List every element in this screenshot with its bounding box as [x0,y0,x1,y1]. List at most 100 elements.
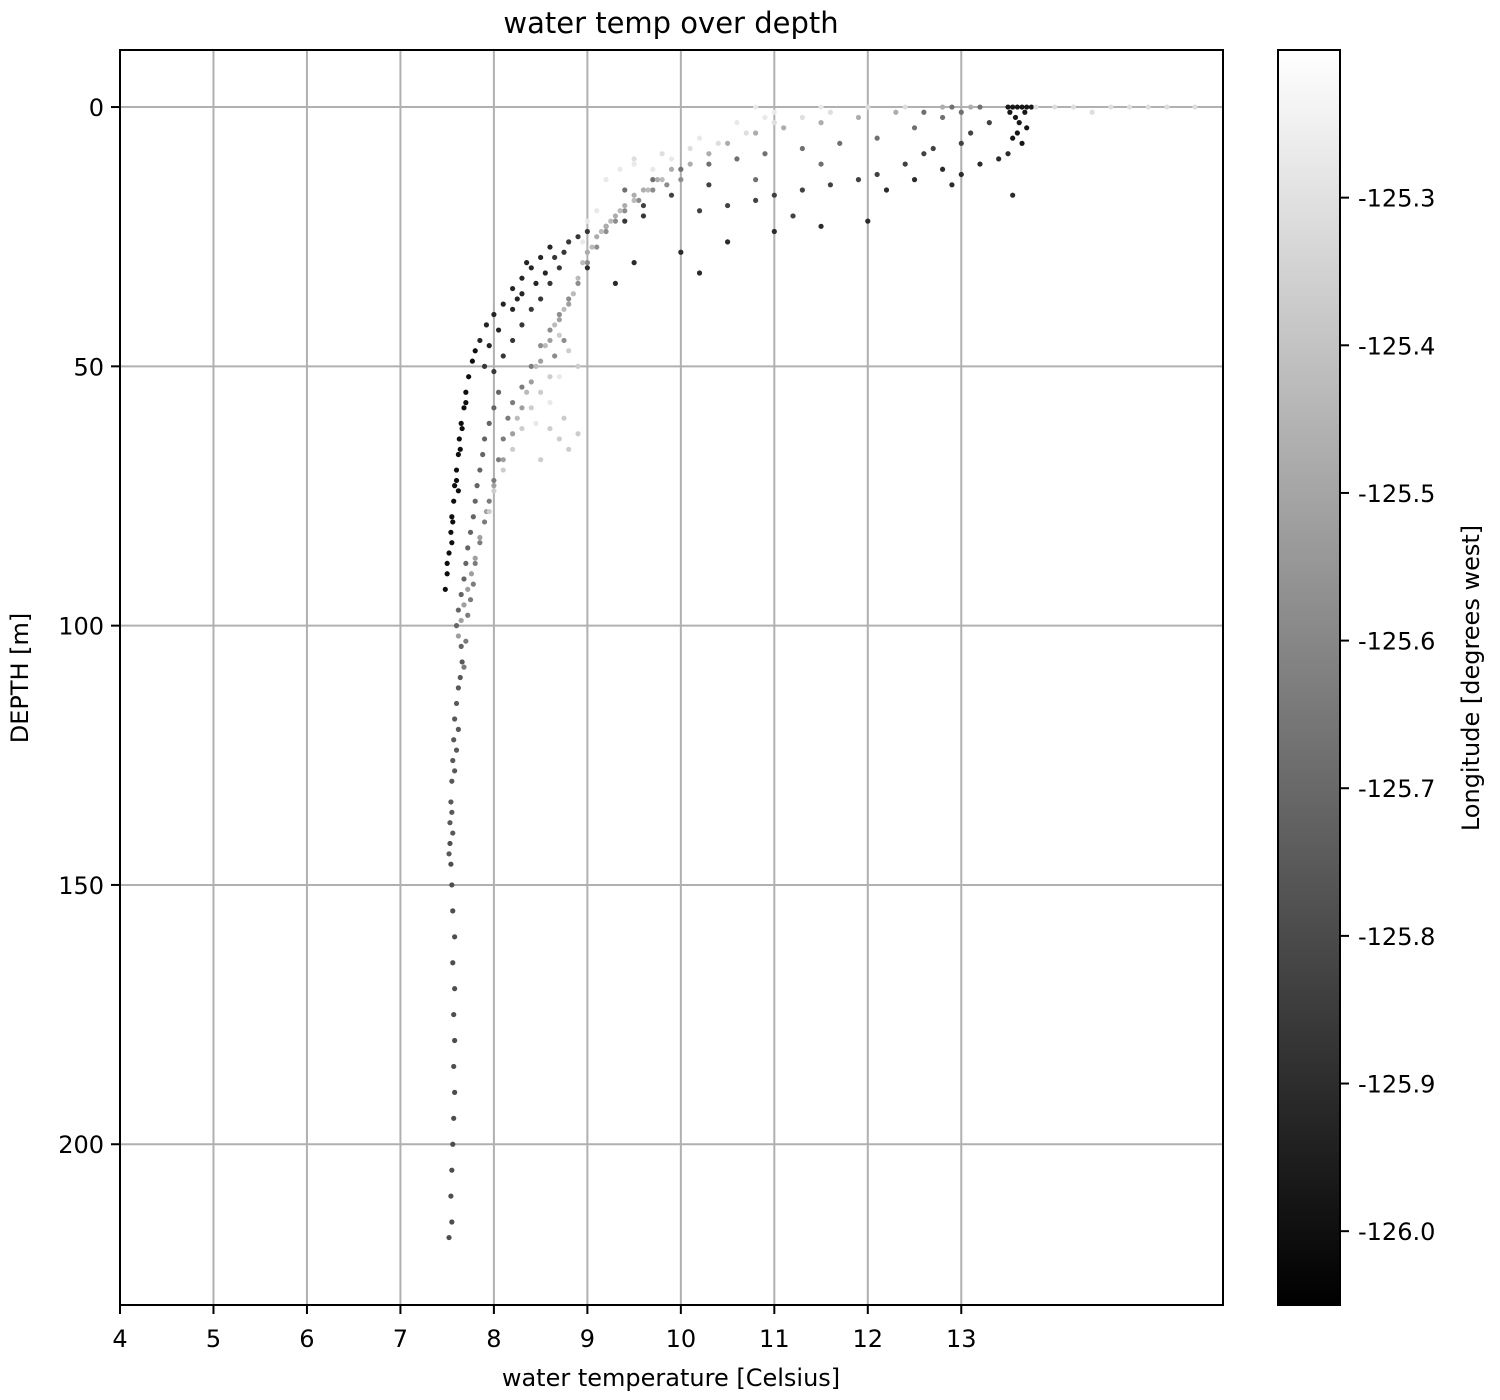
scatter-point [509,337,516,344]
scatter-point [452,986,458,992]
scatter-point [566,239,572,245]
scatter-point [622,187,628,193]
scatter-point [706,151,712,157]
scatter-point [453,623,460,629]
scatter-point [457,674,463,681]
scatter-point [1192,104,1198,110]
scatter-point [455,488,461,494]
scatter-point [461,576,467,582]
scatter-point [448,529,454,535]
scatter-point [470,514,476,520]
scatter-point [958,140,964,146]
scatter-point [734,156,740,162]
plot-frame [119,49,1224,1306]
scatter-point [603,223,609,229]
scatter-point [452,483,458,489]
y-tick-label: 150 [58,872,104,900]
scatter-point [465,586,471,592]
scatter-point [594,208,600,214]
scatter-point [640,213,647,219]
scatter-point [753,197,759,203]
x-tick-label: 10 [666,1325,697,1353]
scatter-point [566,446,572,452]
scatter-point [603,177,609,183]
scatter-point [461,664,467,670]
scatter-point [640,202,647,209]
scatter-point [449,809,455,815]
scatter-point [519,384,525,390]
scatter-point [771,228,777,235]
scatter-point [450,908,456,914]
scatter-point [495,457,502,463]
scatter-point [631,260,637,266]
scatter-point [678,249,684,255]
scatter-point [466,374,472,380]
scatter-point [514,296,520,302]
scatter-point [958,171,964,178]
scatter-point [668,166,675,172]
scatter-point [902,161,908,167]
scatter-point [456,436,462,442]
scatter-point [771,192,777,198]
scatter-point [921,109,927,115]
scatter-point [451,1011,457,1018]
scatter-point [584,260,590,266]
scatter-point [874,171,880,178]
scatter-point [968,130,974,136]
scatter-point [696,135,703,141]
y-tick-label: 200 [58,1131,104,1159]
chart-title: water temp over depth [503,6,838,40]
scatter-point [556,317,562,323]
scatter-point [538,389,544,395]
scatter-point [465,545,471,551]
scatter-point [452,1089,458,1095]
scatter-point [1016,120,1022,126]
scatter-point [519,405,525,411]
colorbar-tick-label: -125.3 [1358,185,1435,213]
scatter-point [640,187,647,193]
scatter-point [996,156,1002,162]
scatter-point [465,612,471,618]
scatter-point [533,420,539,426]
scatter-point [552,254,558,261]
scatter-point [1024,125,1030,131]
scatter-point [524,260,530,266]
scatter-point [480,451,486,458]
scatter-point [519,275,525,281]
scatter-point [865,218,871,224]
colorbar-tick-label: -125.4 [1358,332,1435,360]
scatter-point [449,778,455,784]
scatter-point [612,218,619,224]
scatter-point [622,208,628,214]
colorbar-tick-label: -125.9 [1358,1071,1435,1099]
scatter-point [528,379,534,385]
scatter-point [566,301,572,307]
scatter-point [500,301,506,307]
scatter-point [451,1063,457,1070]
scatter-point [650,166,656,172]
x-tick-label: 9 [580,1325,595,1353]
scatter-point [1005,104,1011,110]
scatter-point [547,244,553,250]
scatter-point [622,202,628,209]
scatter-point [790,213,796,219]
scatter-point [902,104,908,110]
scatter-point [455,726,461,732]
scatter-point [818,161,824,167]
scatter-point [528,405,534,411]
scatter-point [451,1115,457,1121]
scatter-point [668,192,675,198]
scatter-point [939,166,946,172]
scatter-point [612,213,619,219]
colorbar [1277,49,1341,1306]
scatter-point [659,177,665,183]
scatter-point [827,109,834,115]
scatter-point [457,446,463,452]
scatter-point [1010,192,1016,198]
scatter-point [734,120,740,126]
x-tick-label: 12 [853,1325,884,1353]
scatter-point [486,498,492,504]
scatter-point [552,353,558,359]
scatter-point [452,768,458,774]
scatter-point [986,120,992,126]
